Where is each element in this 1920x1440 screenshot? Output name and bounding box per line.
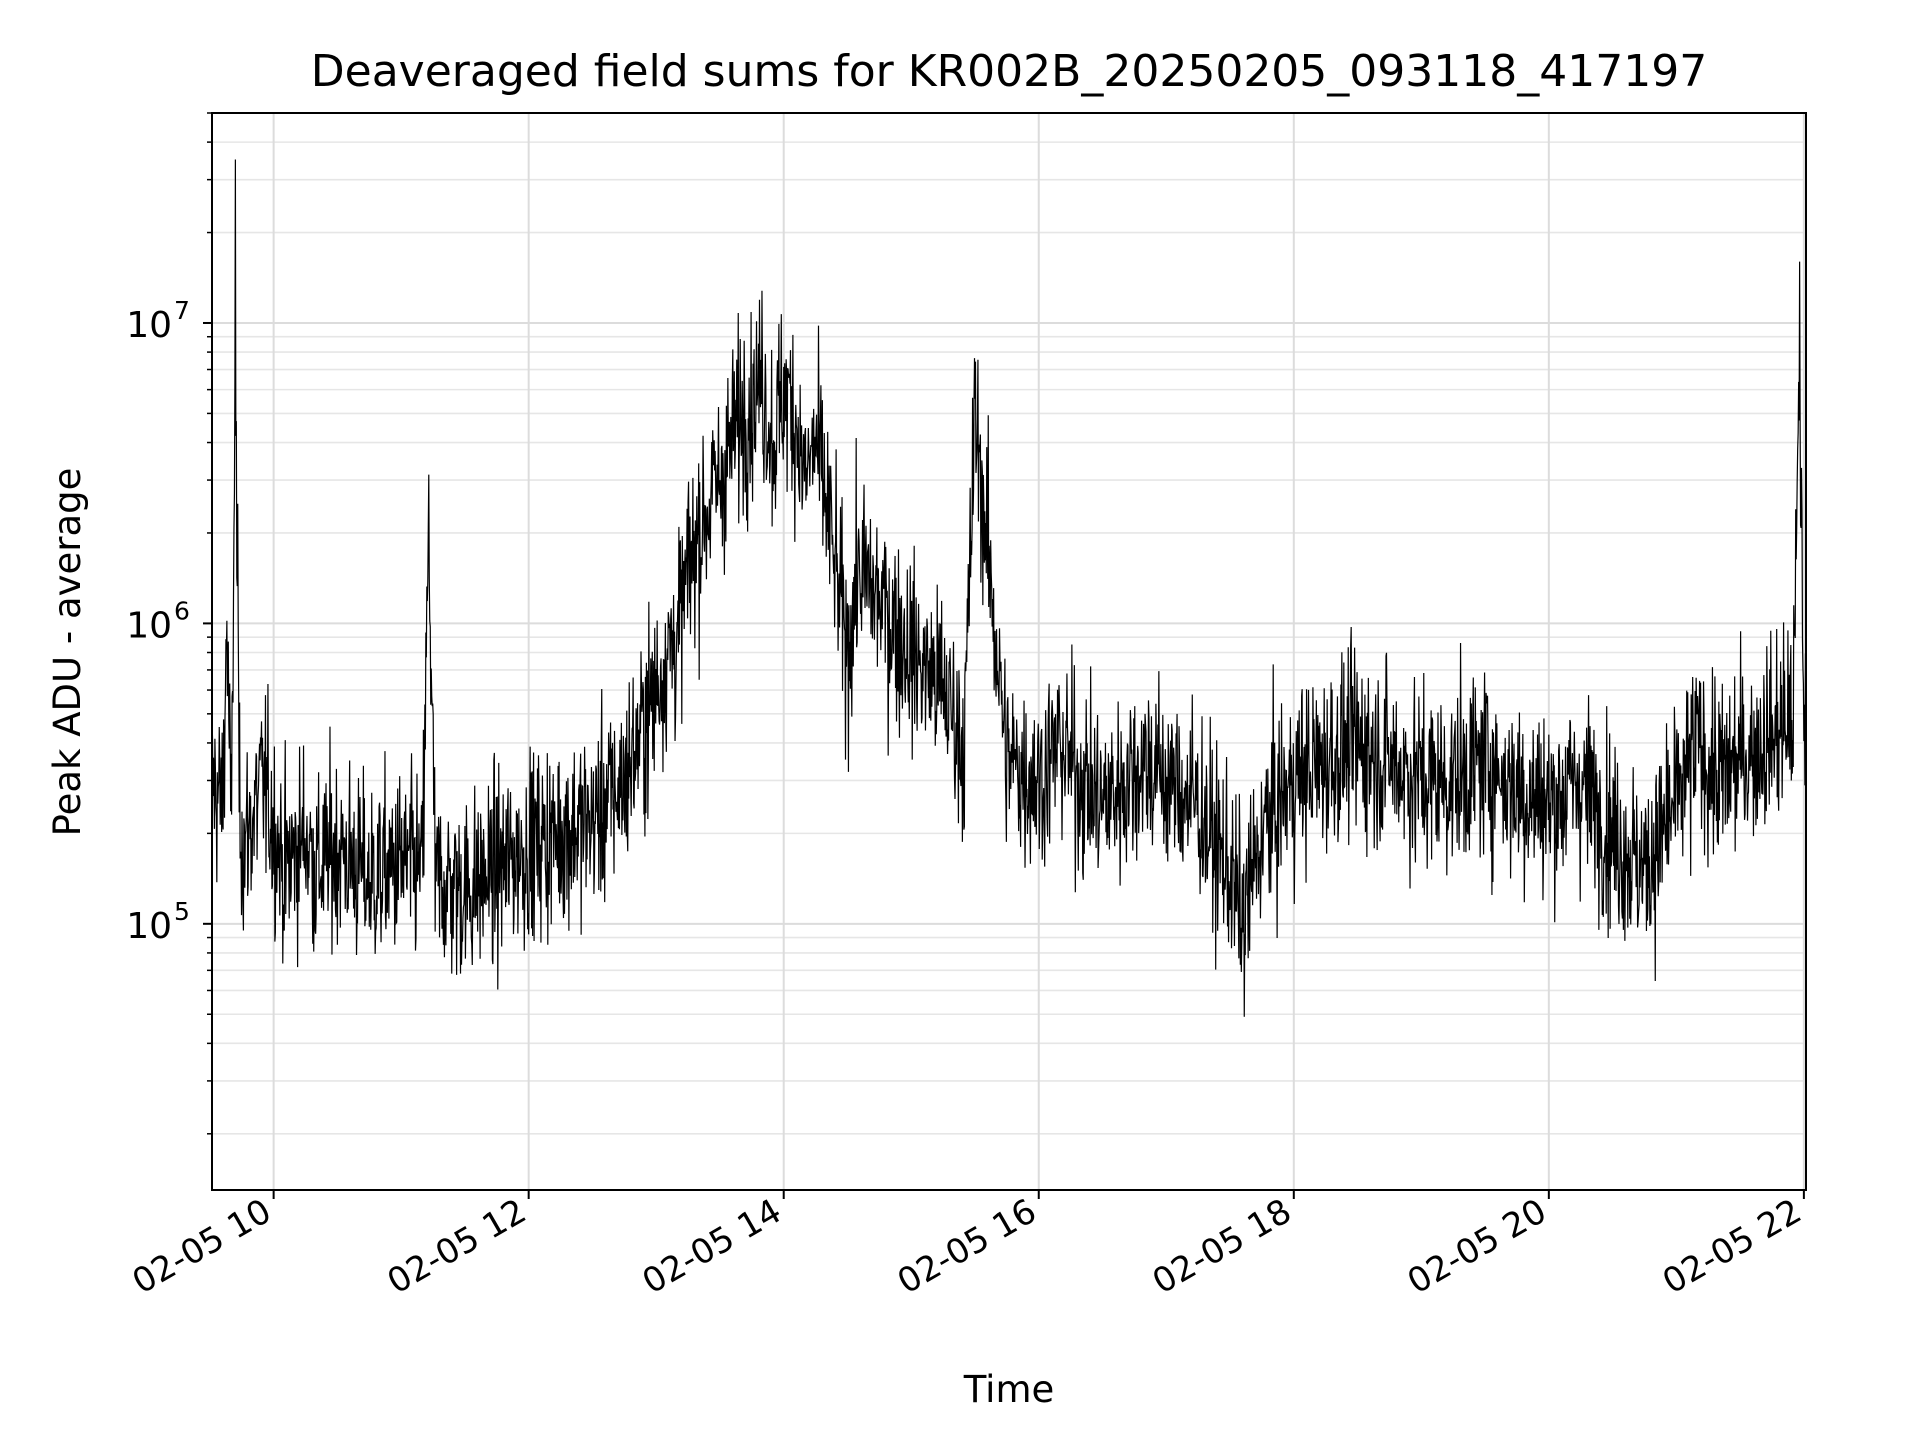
y-tick-label: 10 <box>126 605 172 646</box>
y-tick-exponent: 7 <box>174 296 190 325</box>
y-tick-label: 10 <box>126 305 172 346</box>
plot-frame <box>211 112 1807 1191</box>
x-axis-label: Time <box>963 1368 1055 1411</box>
y-tick-exponent: 5 <box>174 897 190 926</box>
chart-title: Deaveraged field sums for KR002B_2025020… <box>311 46 1707 97</box>
y-tick-exponent: 6 <box>174 596 190 625</box>
y-axis-label: Peak ADU - average <box>46 468 89 837</box>
y-tick-label: 10 <box>126 906 172 947</box>
series-line <box>212 159 1806 1017</box>
